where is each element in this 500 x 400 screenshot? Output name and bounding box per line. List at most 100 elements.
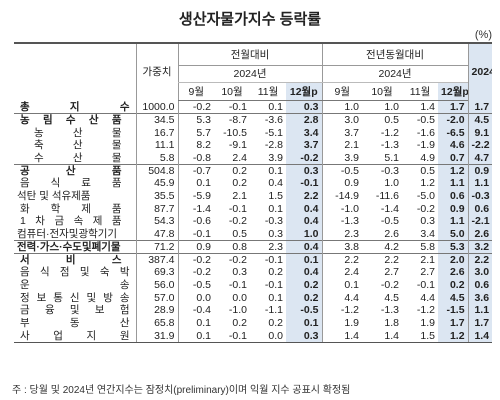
mom-cell: 0.3 [286, 163, 323, 177]
yoy-cell: 3.8 [321, 239, 363, 254]
yoy-cell: -1.0 [321, 202, 363, 215]
row-label: 부 동 산 [20, 317, 130, 330]
table-row: 서 비 스 387.4 -0.2 -0.2 -0.1 0.1 2.2 2.2 2.1 2.0 2.2 [14, 252, 493, 267]
yoy-cell: 2.2 [362, 252, 403, 267]
weight-cell: 34.5 [135, 113, 178, 127]
annual-cell: -0.3 [467, 189, 493, 203]
yoy-cell: -1.6 [416, 126, 436, 139]
yoy-cell: 0.2 [438, 278, 469, 292]
yoy-cell: -1.4 [380, 202, 400, 215]
yoy-cell: 3.0 [321, 113, 363, 127]
mom-cell: 0.9 [177, 239, 214, 254]
yoy-cell: 1.0 [321, 100, 363, 114]
yoy-cell: 1.5 [402, 329, 439, 343]
yoy-cell: 3.4 [420, 227, 436, 240]
mom-cell: -0.1 [228, 101, 247, 113]
annual-cell: -2.1 [467, 215, 493, 228]
annual-cell: 1.4 [467, 329, 493, 343]
yoy-cell: 2.0 [438, 252, 469, 267]
mom-cell: -0.2 [214, 252, 250, 267]
row-label: 음 식 료 품 [20, 177, 122, 190]
mom-cell: 0.2 [232, 177, 247, 190]
yoy-cell: -0.1 [416, 279, 436, 292]
mom-cell: 0.3 [286, 100, 323, 114]
yoy-cell: 4.5 [438, 291, 469, 305]
yoy-cell: 4.9 [420, 151, 436, 164]
mom-cell: 0.3 [286, 329, 323, 343]
footnote: 주 : 당월 및 2024년 연간지수는 잠정치(preliminary)이며 … [12, 385, 351, 396]
yoy-cell: 2.1 [321, 138, 363, 152]
annual-cell: 4.7 [467, 151, 493, 165]
row-label: 컴퓨터·전자및광학기기 [17, 227, 118, 240]
annual-cell: 0.6 [467, 202, 493, 215]
mom-cell: -3.6 [250, 113, 286, 127]
yoy-cell: 2.6 [384, 227, 400, 240]
mom-cell: 0.1 [177, 316, 214, 330]
mom-cell: 0.1 [177, 329, 214, 343]
mom-cell: -1.1 [264, 304, 283, 317]
yoy-cell: 5.1 [384, 151, 400, 164]
weight-cell: 16.7 [135, 126, 178, 139]
yoy-cell: 1.4 [362, 329, 403, 343]
yoy-cell: 0.9 [321, 176, 363, 190]
mom-cell: 2.2 [286, 189, 323, 203]
table-row: 사 업 지 원 31.9 0.1 -0.1 0.0 0.3 1.4 1.4 1.5 1.2 1.4 [14, 329, 493, 343]
yoy-cell: 1.8 [384, 317, 400, 330]
row-label: 총 지 수 [20, 100, 130, 113]
yoy-cell: 1.7 [438, 100, 469, 114]
mom-cell: -8.7 [214, 113, 250, 127]
yoy-cell: 1.1 [438, 176, 469, 190]
mom-cell: 0.1 [250, 163, 286, 177]
yoy-cell: 2.7 [384, 266, 400, 279]
mom-cell: -2.8 [264, 139, 283, 152]
mom-cell: -5.1 [264, 126, 283, 139]
yoy-cell: 1.4 [321, 329, 363, 343]
table-row: 농 산 물 16.7 5.7 -10.5 -5.1 3.4 3.7 -1.2 -1.6 -6.5 9… [14, 126, 493, 139]
yoy-cell: -1.3 [380, 139, 400, 152]
mom-cell: 0.0 [250, 329, 286, 343]
mom-cell: 3.4 [286, 126, 323, 139]
mom-cell: -0.2 [228, 215, 247, 228]
yoy-cell: -14.9 [321, 189, 363, 203]
mom-cell: 5.3 [177, 113, 214, 127]
mom-cell: -0.1 [264, 279, 283, 292]
table-row: 컴퓨터·전자및광학기기 47.8 -0.1 0.5 0.3 1.0 2.3 2.6 3.4 5.0… [14, 227, 493, 241]
yoy-cell: 1.9 [420, 317, 436, 330]
mom-cell: 0.0 [177, 291, 214, 305]
mom-cell: -0.1 [177, 227, 214, 241]
mom-cell: -0.2 [177, 266, 214, 279]
mom-cell: -0.2 [177, 100, 214, 114]
header-annual: 2024년p [467, 42, 493, 101]
yoy-cell: 0.7 [438, 151, 469, 165]
mom-cell: 0.4 [286, 215, 323, 228]
yoy-cell: -11.6 [375, 189, 400, 202]
header-month: 10월 [362, 82, 403, 101]
yoy-cell: -2.0 [438, 113, 469, 127]
mom-cell: -0.6 [177, 215, 214, 228]
mom-cell: 2.3 [250, 239, 286, 254]
yoy-cell: 1.0 [384, 177, 400, 190]
mom-cell: -0.1 [286, 176, 323, 190]
yoy-cell: 0.5 [362, 113, 403, 127]
annual-cell: 2.2 [467, 252, 493, 267]
mom-cell: -0.5 [286, 304, 323, 317]
header-row-months: 9월 10월 11월 12월p 9월 10월 11월 12월p [14, 82, 492, 101]
yoy-cell: -1.3 [321, 215, 363, 228]
mom-cell: 0.3 [268, 227, 283, 240]
header-mom: 전월대비 [177, 42, 323, 66]
weight-cell: 11.1 [135, 138, 178, 152]
annual-cell: -2.2 [467, 138, 493, 152]
weight-cell: 504.8 [135, 163, 178, 177]
row-label: 농 산 물 [34, 126, 122, 139]
row-label: 음 식 점 및 숙 박 [20, 266, 130, 279]
mom-cell: -5.9 [177, 189, 214, 203]
yoy-cell: 2.6 [438, 266, 469, 279]
yoy-cell: 0.5 [402, 163, 439, 177]
mom-cell: -0.2 [286, 151, 323, 165]
mom-cell: -0.2 [177, 252, 214, 267]
mom-cell: 0.1 [268, 101, 283, 113]
annual-cell: 3.0 [467, 266, 493, 279]
header-yoy: 전년동월대비 [321, 42, 469, 66]
header-mom-year: 2024년 [177, 65, 323, 83]
row-label: 서 비 스 [14, 252, 136, 267]
